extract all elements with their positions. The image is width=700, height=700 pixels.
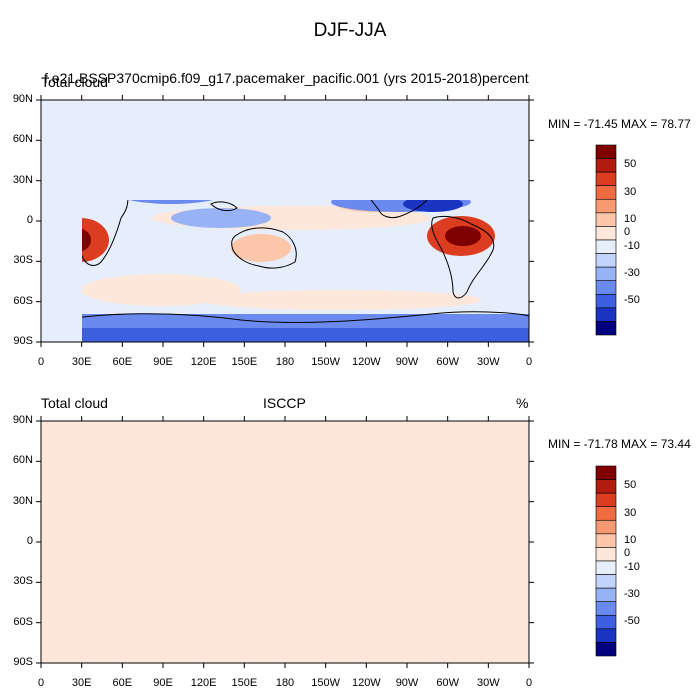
colorbar-label: 30: [624, 506, 637, 519]
colorbar-swatch: [595, 144, 617, 159]
lon-tick-label: 30E: [71, 356, 92, 368]
panel2-right-label: %: [516, 395, 529, 411]
colorbar-swatch: [595, 479, 617, 494]
colorbar-swatch: [595, 158, 617, 173]
lat-tick-label: 30S: [13, 254, 33, 267]
lon-tick-label: 30W: [477, 356, 500, 368]
lat-tick-label: 30N: [12, 173, 33, 186]
colorbar-label: 50: [624, 158, 637, 171]
colorbar-swatch: [595, 253, 617, 268]
lon-tick-label: 30W: [477, 677, 500, 689]
colorbar-swatch: [595, 239, 617, 254]
colorbar-label: -10: [624, 560, 640, 573]
lat-tick-label: 90N: [12, 414, 33, 426]
lon-tick-label: 60W: [436, 677, 459, 689]
colorbar-swatch: [595, 226, 617, 241]
panel2-colorbar: [595, 465, 617, 657]
lon-tick-label: 150E: [231, 356, 258, 368]
colorbar-swatch: [595, 614, 617, 630]
lat-tick-label: 60N: [12, 133, 33, 146]
colorbar-label: -50: [624, 294, 640, 307]
colorbar-swatch: [595, 642, 617, 657]
colorbar-swatch: [595, 171, 617, 187]
colorbar-label: 0: [624, 226, 631, 239]
lon-tick-label: 90E: [153, 356, 173, 368]
colorbar-label: 50: [624, 479, 637, 492]
colorbar-swatch: [595, 587, 617, 603]
lat-tick-label: 90S: [13, 656, 33, 668]
lat-tick-label: 60S: [13, 294, 33, 307]
lon-tick-label: 0: [525, 677, 533, 689]
lat-tick-label: 30N: [12, 494, 33, 507]
colorbar-swatch: [595, 533, 617, 548]
colorbar-swatch: [595, 198, 617, 214]
lon-tick-label: 120E: [190, 356, 217, 368]
colorbar-swatch: [595, 321, 617, 336]
lon-tick-label: 120W: [351, 677, 381, 689]
colorbar-swatch: [595, 519, 617, 535]
panel1-center-label: f.e21.BSSP370cmip6.f09_g17.pacemaker_pac…: [44, 70, 483, 86]
lon-tick-label: 120W: [351, 356, 381, 368]
colorbar-swatch: [595, 547, 617, 562]
lon-tick-label: 90E: [153, 677, 173, 689]
lat-tick-label: 60N: [12, 454, 33, 467]
colorbar-swatch: [595, 601, 617, 616]
lon-tick-label: 180: [275, 677, 295, 689]
lon-tick-label: 0: [525, 356, 533, 368]
lon-tick-label: 90W: [395, 356, 419, 368]
lon-tick-label: 90W: [395, 677, 419, 689]
lon-tick-label: 0: [37, 677, 45, 689]
lon-tick-label: 180: [275, 356, 295, 368]
colorbar-swatch: [595, 492, 617, 508]
lon-tick-label: 60E: [112, 356, 133, 368]
colorbar-label: -30: [624, 266, 640, 279]
colorbar-label: 30: [624, 185, 637, 198]
lon-tick-label: 150W: [311, 677, 341, 689]
colorbar-swatch: [595, 560, 617, 575]
panel2-center-label: ISCCP: [263, 395, 306, 411]
colorbar-label: 10: [624, 533, 637, 546]
axis-ticks: [36, 95, 534, 668]
panel1-right-label: percent: [482, 70, 529, 86]
lat-tick-label: 90S: [13, 335, 33, 347]
lon-tick-label: 150E: [231, 677, 258, 689]
panel1-map: [40, 99, 530, 343]
lon-tick-label: 60W: [436, 356, 459, 368]
colorbar-label: -30: [624, 587, 640, 600]
panel2-map: [40, 420, 530, 664]
panel2-left-label: Total cloud: [41, 395, 108, 411]
panel2-minmax: MIN = -71.78 MAX = 73.44: [548, 437, 691, 451]
colorbar-swatch: [595, 212, 617, 227]
colorbar-swatch: [595, 280, 617, 295]
lat-tick-label: 90N: [12, 93, 33, 105]
panel1-left-label: Total cloud: [41, 74, 108, 90]
colorbar-swatch: [595, 266, 617, 282]
colorbar-swatch: [595, 628, 617, 643]
colorbar-label: -10: [624, 239, 640, 252]
colorbar-swatch: [595, 506, 617, 521]
colorbar-swatch: [595, 293, 617, 309]
main-title: DJF-JJA: [313, 20, 387, 41]
lat-tick-label: 0: [26, 535, 33, 547]
colorbar-label: 10: [624, 212, 637, 225]
lat-tick-label: 60S: [13, 615, 33, 628]
colorbar-label: 0: [624, 547, 631, 560]
colorbar-label: -50: [624, 615, 640, 628]
lon-tick-label: 60E: [112, 677, 133, 689]
lon-tick-label: 0: [37, 356, 45, 368]
lat-tick-label: 30S: [13, 575, 33, 588]
colorbar-swatch: [595, 465, 617, 480]
lon-tick-label: 30E: [71, 677, 92, 689]
panel1-minmax: MIN = -71.45 MAX = 78.77: [548, 117, 691, 131]
panel1-colorbar: [595, 144, 617, 336]
colorbar-swatch: [595, 307, 617, 322]
colorbar-swatch: [595, 185, 617, 200]
colorbar-swatch: [595, 574, 617, 589]
lon-tick-label: 120E: [190, 677, 217, 689]
lat-tick-label: 0: [26, 214, 33, 226]
lon-tick-label: 150W: [311, 356, 341, 368]
